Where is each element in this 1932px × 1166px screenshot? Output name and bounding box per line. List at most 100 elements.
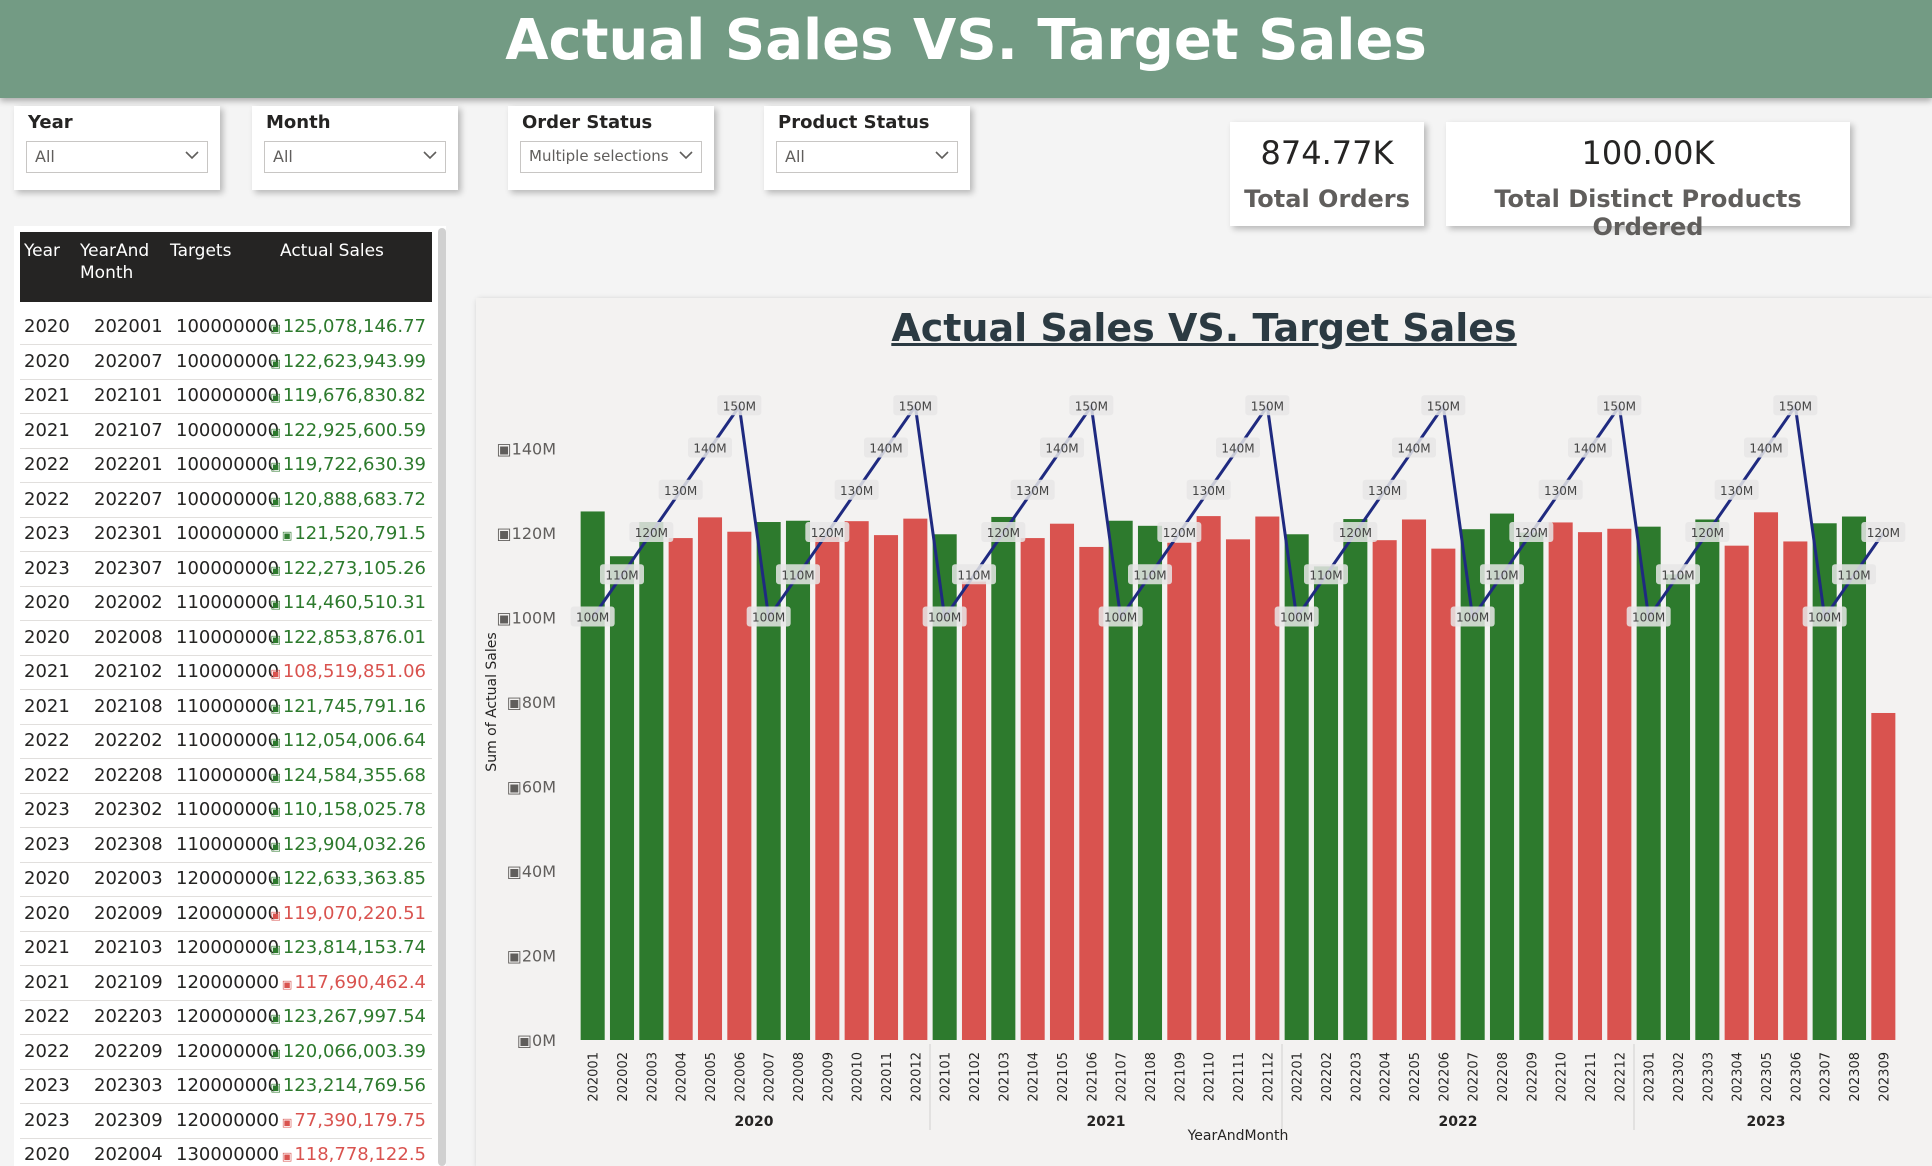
- y-tick-label: ▣100M: [497, 609, 556, 628]
- year-dropdown[interactable]: All: [26, 141, 208, 173]
- target-cell: 120000000: [176, 971, 280, 993]
- target-data-label: 150M: [899, 399, 932, 413]
- actual-sales-value: 114,460,510.31: [282, 592, 426, 613]
- column-header[interactable]: Actual Sales: [280, 241, 384, 261]
- data-label-box: [1010, 479, 1055, 500]
- actual-sales-value: 123,814,153.74: [282, 937, 426, 958]
- target-cell: 120000000: [176, 1006, 280, 1027]
- x-tick-label: 202210: [1555, 1052, 1570, 1102]
- table-row[interactable]: 2020 202007 100000000 ▣ 122,623,943.99: [20, 345, 432, 380]
- currency-icon: ▣: [270, 460, 281, 473]
- table-row[interactable]: 2021 202107 100000000 ▣ 122,925,600.59: [20, 414, 432, 449]
- order-status-dropdown[interactable]: Multiple selections: [520, 141, 702, 173]
- table-row[interactable]: 2022 202201 100000000 ▣ 119,722,630.39: [20, 448, 432, 483]
- table-row[interactable]: 2022 202202 110000000 ▣ 112,054,006.64: [20, 724, 432, 759]
- year-cell: 2020: [24, 626, 70, 648]
- table-row[interactable]: 2020 202001 100000000 ▣ 125,078,146.77: [20, 310, 432, 345]
- yearmonth-cell: 202102: [94, 661, 163, 682]
- bar: [903, 518, 928, 1040]
- x-tick-label: 202209: [1525, 1052, 1540, 1102]
- table-row[interactable]: 2022 202209 120000000 ▣ 120,066,003.39: [20, 1035, 432, 1070]
- actual-sales-cell: ▣ 114,460,510.31: [270, 592, 426, 613]
- actual-sales-cell: ▣ 124,584,355.68: [270, 765, 426, 786]
- table-row[interactable]: 2021 202109 120000000 ▣ 117,690,462.4: [20, 966, 432, 1001]
- currency-icon: ▣: [270, 632, 281, 646]
- actual-sales-cell: ▣ 119,722,630.39: [270, 454, 426, 475]
- table-row[interactable]: 2022 202207 100000000 ▣ 120,888,683.72: [20, 483, 432, 518]
- slicer-value: All: [35, 147, 55, 166]
- x-tick-label: 202102: [968, 1052, 983, 1102]
- month-slicer: Month All: [252, 106, 458, 190]
- card-label: Total Distinct Products Ordered: [1494, 185, 1802, 241]
- year-cell: 2020: [24, 592, 70, 613]
- y-tick-label: ▣40M: [507, 862, 556, 881]
- bar: [1724, 545, 1749, 1040]
- table-row[interactable]: 2020 202004 130000000 ▣ 118,778,122.5: [20, 1138, 432, 1166]
- card-value: 100.00K: [1581, 134, 1715, 172]
- table-row[interactable]: 2020 202003 120000000 ▣ 122,633,363.85: [20, 862, 432, 897]
- data-label-box: [1157, 522, 1202, 542]
- slicer-value: Multiple selections: [529, 147, 669, 165]
- column-header[interactable]: Targets: [170, 241, 232, 261]
- target-data-label: 110M: [1133, 568, 1166, 582]
- table-scrollbar[interactable]: [438, 228, 446, 1166]
- data-label-box: [1656, 564, 1700, 585]
- table-row[interactable]: 2020 202002 110000000 ▣ 114,460,510.31: [20, 586, 432, 621]
- table-row[interactable]: 2021 202103 120000000 ▣ 123,814,153.74: [20, 931, 432, 966]
- currency-icon: ▣: [270, 322, 281, 335]
- data-label-box: [1538, 479, 1583, 500]
- actual-sales-value: 112,054,006.64: [282, 730, 426, 751]
- year-cell: 2022: [24, 730, 70, 751]
- data-label-box: [1274, 606, 1319, 627]
- table-row[interactable]: 2021 202108 110000000 ▣ 121,745,791.16: [20, 690, 432, 725]
- target-data-label: 150M: [1075, 399, 1108, 413]
- actual-sales-cell: ▣ 121,520,791.5: [282, 523, 426, 544]
- y-tick-label: ▣120M: [497, 524, 556, 543]
- data-label-box: [1744, 437, 1788, 458]
- target-data-label: 140M: [1045, 442, 1078, 456]
- actual-sales-cell: ▣ 123,214,769.56: [270, 1075, 426, 1096]
- x-tick-label: 202208: [1496, 1052, 1511, 1102]
- table-row[interactable]: 2022 202203 120000000 ▣ 123,267,997.54: [20, 1000, 432, 1035]
- table-row[interactable]: 2020 202009 120000000 ▣ 119,070,220.51: [20, 897, 432, 932]
- x-tick-label: 202012: [909, 1052, 924, 1102]
- data-label-box: [717, 395, 762, 416]
- table-row[interactable]: 2022 202208 110000000 ▣ 124,584,355.68: [20, 759, 432, 794]
- column-header[interactable]: YearAnd Month: [80, 241, 150, 283]
- x-tick-label: 202303: [1701, 1052, 1716, 1102]
- year-cell: 2022: [24, 1040, 70, 1062]
- actual-sales-cell: ▣ 122,273,105.26: [270, 558, 426, 579]
- table-row[interactable]: 2023 202301 100000000 ▣ 121,520,791.5: [20, 517, 432, 552]
- bar: [1255, 516, 1280, 1040]
- table-row[interactable]: 2020 202008 110000000 ▣ 122,853,876.01: [20, 621, 432, 656]
- target-cell: 110000000: [176, 695, 280, 717]
- year-cell: 2021: [24, 971, 70, 993]
- table-row[interactable]: 2023 202308 110000000 ▣ 123,904,032.26: [20, 828, 432, 863]
- column-header[interactable]: Year: [24, 241, 60, 261]
- target-cell: 100000000: [176, 350, 280, 372]
- table-row[interactable]: 2023 202309 120000000 ▣ 77,390,179.75: [20, 1104, 432, 1139]
- bar: [991, 516, 1016, 1040]
- table-row[interactable]: 2021 202102 110000000 ▣ 108,519,851.06: [20, 655, 432, 690]
- target-data-label: 110M: [957, 568, 990, 582]
- currency-icon: ▣: [270, 874, 281, 887]
- bar: [1372, 540, 1397, 1040]
- target-cell: 100000000: [176, 454, 280, 475]
- data-label-box: [1216, 437, 1260, 458]
- data-label-box: [1597, 395, 1642, 416]
- table-row[interactable]: 2023 202307 100000000 ▣ 122,273,105.26: [20, 552, 432, 587]
- bar: [1108, 520, 1133, 1040]
- target-cell: 120000000: [176, 1109, 280, 1131]
- table-row[interactable]: 2023 202303 120000000 ▣ 123,214,769.56: [20, 1069, 432, 1104]
- product-status-dropdown[interactable]: All: [776, 141, 958, 173]
- table-row[interactable]: 2021 202101 100000000 ▣ 119,676,830.82: [20, 379, 432, 414]
- data-label-box: [570, 606, 615, 627]
- yearmonth-cell: 202008: [94, 626, 163, 648]
- x-tick-label: 202212: [1613, 1052, 1628, 1102]
- x-tick-label: 202104: [1027, 1052, 1042, 1102]
- data-label-box: [1421, 395, 1466, 416]
- table-row[interactable]: 2023 202302 110000000 ▣ 110,158,025.78: [20, 793, 432, 828]
- x-tick-label: 202301: [1643, 1052, 1658, 1102]
- bar: [815, 536, 840, 1040]
- month-dropdown[interactable]: All: [264, 141, 446, 173]
